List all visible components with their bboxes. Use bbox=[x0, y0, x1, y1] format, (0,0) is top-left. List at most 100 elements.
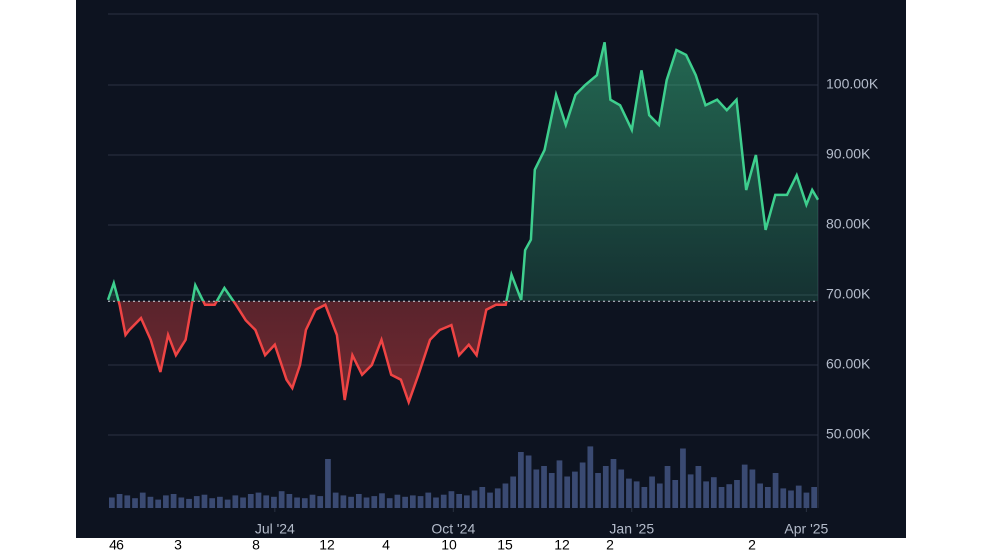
volume-bar bbox=[741, 464, 748, 508]
volume-bar bbox=[464, 495, 470, 508]
volume-bar bbox=[379, 493, 385, 508]
x-tick-label: Apr '25 bbox=[784, 521, 828, 537]
volume-bar bbox=[394, 494, 401, 508]
bottom-label: 3 bbox=[174, 537, 182, 553]
volume-bar bbox=[448, 491, 455, 508]
volume-bar bbox=[764, 487, 771, 508]
volume-bar bbox=[170, 494, 177, 508]
volume-bar bbox=[649, 476, 655, 508]
volume-bar bbox=[803, 492, 810, 508]
bottom-label: 10 bbox=[441, 537, 457, 553]
volume-bar bbox=[386, 498, 393, 508]
volume-bar bbox=[309, 494, 316, 508]
volume-bar bbox=[718, 487, 725, 508]
volume-bar bbox=[371, 496, 378, 508]
bottom-label: 2 bbox=[606, 537, 614, 553]
y-tick-label: 100.00K bbox=[826, 76, 879, 92]
volume-bar bbox=[124, 495, 131, 508]
price-line-down bbox=[117, 301, 508, 406]
volume-bar bbox=[186, 498, 192, 508]
volume-bar bbox=[255, 492, 262, 508]
volume-bar bbox=[116, 494, 123, 508]
volume-bar bbox=[664, 466, 671, 508]
volume-bar bbox=[726, 484, 733, 508]
bottom-label: 12 bbox=[319, 537, 335, 553]
volume-bar bbox=[163, 495, 169, 508]
volume-bar bbox=[456, 494, 462, 508]
volume-bar bbox=[541, 466, 547, 508]
volume-bar bbox=[710, 477, 717, 508]
bottom-label: 15 bbox=[497, 537, 513, 553]
volume-bar bbox=[548, 473, 555, 508]
volume-bar bbox=[224, 499, 231, 508]
volume-bar bbox=[587, 446, 594, 508]
volume-bar bbox=[518, 452, 524, 508]
bottom-label: 8 bbox=[252, 537, 260, 553]
volume-bar bbox=[201, 494, 208, 508]
volume-bar bbox=[332, 492, 339, 508]
volume-bar bbox=[278, 491, 285, 508]
volume-bar bbox=[602, 466, 609, 508]
volume-bar bbox=[494, 488, 501, 508]
volume-bar bbox=[178, 497, 185, 508]
volume-bar bbox=[409, 495, 416, 508]
volume-bar bbox=[772, 473, 779, 508]
bottom-label: 6 bbox=[116, 537, 124, 553]
y-tick-label: 80.00K bbox=[826, 216, 871, 232]
volume-bar bbox=[479, 487, 486, 508]
volume-bar bbox=[247, 494, 254, 508]
volume-bar bbox=[510, 476, 517, 508]
volume-bar bbox=[217, 496, 223, 508]
volume-bar bbox=[633, 481, 640, 508]
volume-bar bbox=[788, 490, 794, 508]
x-tick-label: Oct '24 bbox=[431, 521, 475, 537]
volume-bar bbox=[757, 483, 763, 508]
volume-bar bbox=[348, 496, 354, 508]
volume-bar bbox=[610, 459, 617, 508]
bottom-label: 2 bbox=[748, 537, 756, 553]
volume-bar bbox=[811, 487, 817, 508]
volume-bar bbox=[780, 488, 787, 508]
volume-bar bbox=[595, 473, 601, 508]
volume-bar bbox=[502, 483, 509, 508]
volume-bar bbox=[417, 496, 424, 508]
volume-bar bbox=[232, 495, 239, 508]
volume-bar bbox=[703, 481, 709, 508]
y-tick-label: 50.00K bbox=[826, 426, 871, 442]
volume-bar bbox=[325, 459, 331, 508]
volume-bar bbox=[795, 485, 802, 508]
volume-bar bbox=[572, 471, 578, 508]
volume-bar bbox=[533, 469, 540, 508]
volume-bar bbox=[680, 448, 686, 508]
volume-bar bbox=[263, 495, 270, 508]
volume-bar bbox=[147, 496, 154, 508]
volume-bar bbox=[132, 498, 138, 508]
volume-bar bbox=[139, 492, 146, 508]
volume-bar bbox=[641, 487, 648, 508]
volume-bar bbox=[618, 469, 625, 508]
price-line-up bbox=[106, 42, 820, 302]
volume-bar bbox=[301, 498, 308, 508]
volume-bar bbox=[363, 497, 370, 508]
volume-bar bbox=[286, 494, 293, 508]
y-tick-label: 60.00K bbox=[826, 356, 871, 372]
x-tick-label: Jul '24 bbox=[255, 521, 295, 537]
volume-bar bbox=[109, 497, 115, 508]
bottom-label: 12 bbox=[554, 537, 570, 553]
y-tick-label: 90.00K bbox=[826, 146, 871, 162]
y-tick-label: 70.00K bbox=[826, 286, 871, 302]
volume-bar bbox=[626, 478, 632, 508]
volume-bar bbox=[525, 455, 532, 508]
volume-bar bbox=[687, 474, 694, 508]
volume-bar bbox=[656, 483, 663, 508]
bottom-label: 4 bbox=[109, 537, 117, 553]
volume-bar bbox=[240, 497, 246, 508]
area-up bbox=[108, 42, 818, 302]
volume-bar bbox=[471, 490, 478, 508]
volume-bar bbox=[209, 498, 216, 508]
volume-bar bbox=[749, 469, 756, 508]
volume-bar bbox=[425, 492, 432, 508]
volume-bar bbox=[155, 499, 162, 508]
